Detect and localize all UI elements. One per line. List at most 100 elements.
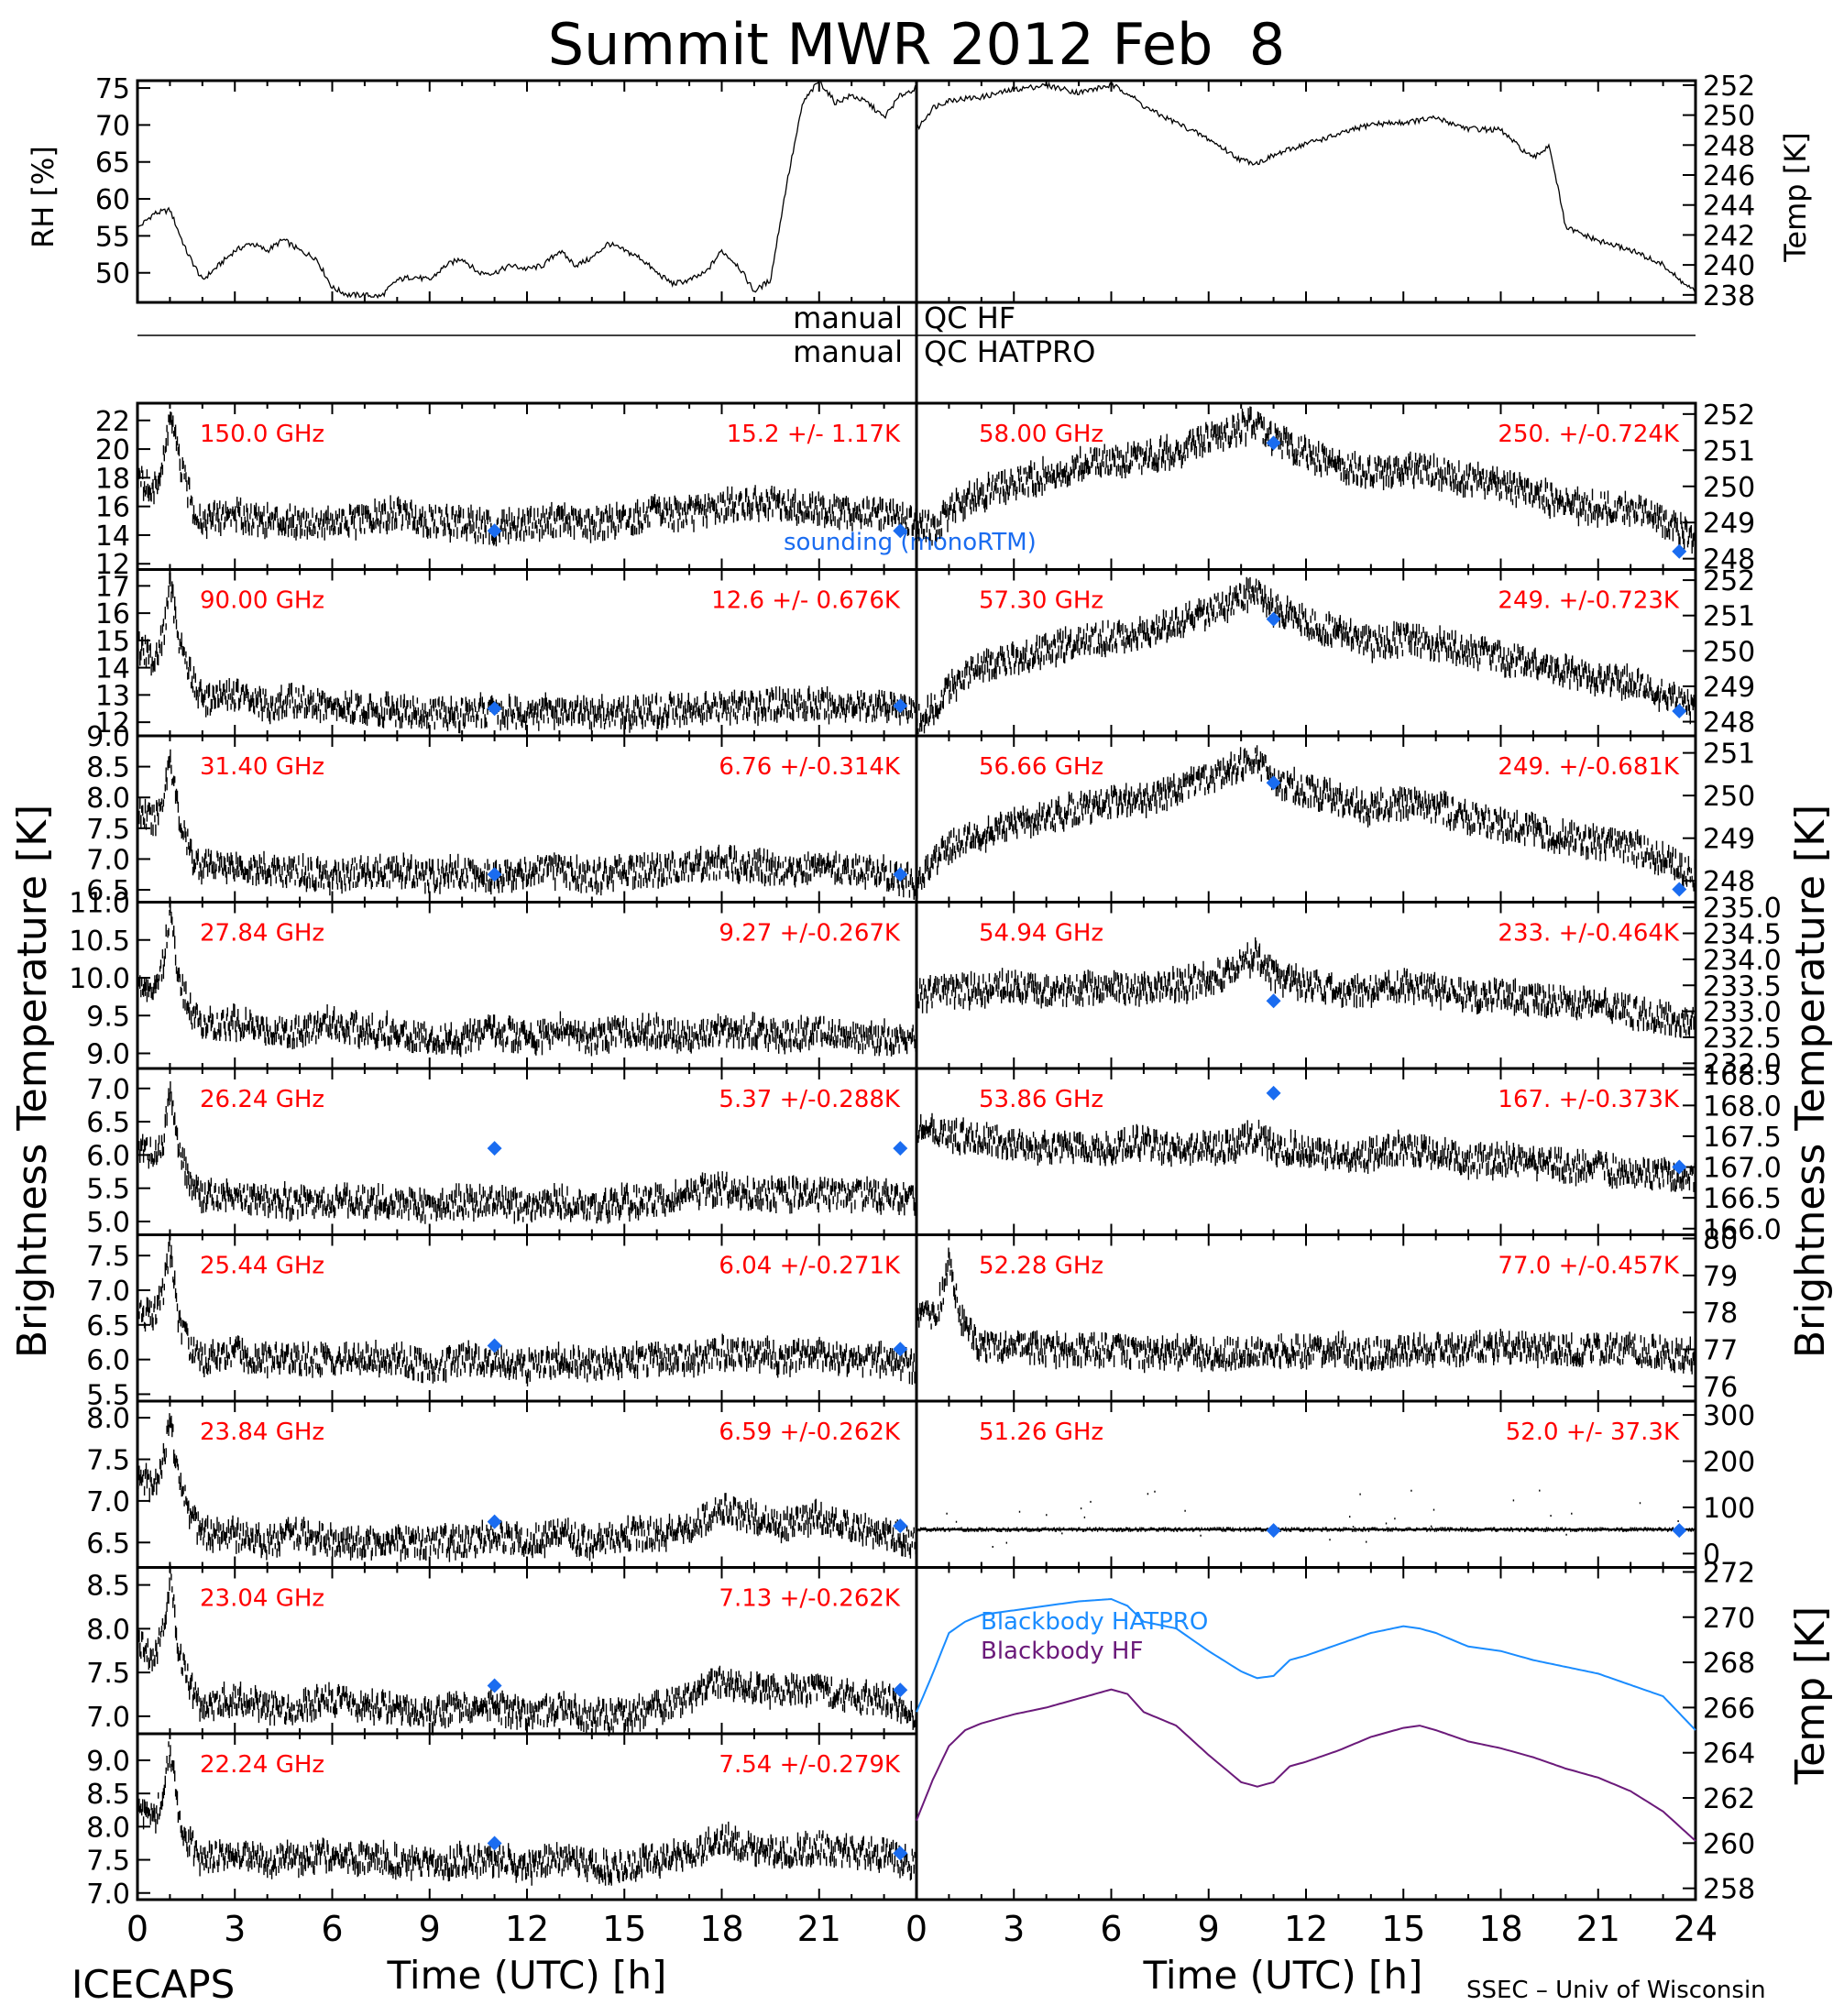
sounding-marker bbox=[893, 1846, 908, 1861]
rh-axis-label: RH [%] bbox=[26, 146, 60, 248]
right-y-axis-label: Brightness Temperature [K] bbox=[1787, 805, 1833, 1358]
channel-label: 90.00 GHz bbox=[200, 587, 324, 615]
sounding-marker bbox=[1266, 1085, 1281, 1101]
y-tick-label: 252 bbox=[1703, 400, 1755, 432]
y-tick-label: 300 bbox=[1703, 1400, 1755, 1432]
temp-top-axis-label: Temp [K] bbox=[1778, 132, 1813, 262]
x-tick-label-left: 3 bbox=[224, 1909, 246, 1949]
y-tick-label: 166.0 bbox=[1703, 1214, 1782, 1246]
y-tick-label: 16 bbox=[95, 492, 130, 524]
y-tick-label: 0 bbox=[1703, 1539, 1720, 1571]
y-tick-label: 232.0 bbox=[1703, 1048, 1782, 1080]
y-tick-label: 248 bbox=[1703, 866, 1755, 898]
y-tick-label: 7.0 bbox=[86, 1276, 130, 1308]
x-tick-label-left: 12 bbox=[505, 1909, 549, 1949]
data-trace bbox=[916, 937, 1696, 1038]
y-tick-label: 7.0 bbox=[86, 1702, 130, 1734]
y-tick-label: 7.5 bbox=[86, 1241, 130, 1273]
y-tick-label: 60 bbox=[95, 184, 130, 216]
y-tick-label: 70 bbox=[95, 110, 130, 142]
y-tick-label: 268 bbox=[1703, 1648, 1755, 1680]
stats-label: 6.76 +/-0.314K bbox=[719, 753, 901, 781]
y-tick-label: 9.0 bbox=[86, 1039, 130, 1071]
sounding-marker bbox=[1266, 775, 1281, 791]
sounding-marker bbox=[1672, 703, 1687, 718]
y-tick-label: 233.0 bbox=[1703, 997, 1782, 1029]
stats-label: 6.59 +/-0.262K bbox=[719, 1419, 901, 1446]
x-axis-label-left: Time (UTC) [h] bbox=[387, 1953, 667, 1998]
sounding-marker bbox=[487, 523, 502, 539]
stats-label: 77.0 +/-0.457K bbox=[1498, 1253, 1680, 1280]
sounding-marker bbox=[487, 1678, 502, 1693]
y-tick-label: 55 bbox=[95, 221, 130, 253]
y-tick-label: 168.5 bbox=[1703, 1060, 1782, 1092]
data-trace bbox=[916, 745, 1696, 899]
x-tick-label-left: 21 bbox=[797, 1909, 841, 1949]
channel-label: 22.24 GHz bbox=[200, 1751, 324, 1779]
channel-label: 23.84 GHz bbox=[200, 1419, 324, 1446]
y-tick-label: 250 bbox=[1703, 472, 1755, 504]
y-tick-label: 76 bbox=[1703, 1372, 1738, 1404]
x-tick-label-right: 0 bbox=[906, 1909, 927, 1949]
stats-label: 9.27 +/-0.267K bbox=[719, 920, 901, 948]
x-tick-label-right: 3 bbox=[1003, 1909, 1025, 1949]
y-tick-label: 249 bbox=[1703, 672, 1755, 704]
stats-label: 7.13 +/-0.262K bbox=[719, 1585, 901, 1613]
y-tick-label: 75 bbox=[95, 73, 130, 105]
y-tick-label: 233.5 bbox=[1703, 970, 1782, 1003]
data-trace bbox=[137, 1413, 917, 1562]
sounding-marker bbox=[1672, 543, 1687, 559]
y-tick-label: 22 bbox=[95, 406, 130, 438]
channel-label: 52.28 GHz bbox=[979, 1253, 1103, 1280]
y-tick-label: 80 bbox=[1703, 1224, 1738, 1256]
x-tick-label-right: 21 bbox=[1576, 1909, 1620, 1949]
y-tick-label: 6.0 bbox=[86, 1140, 130, 1172]
y-tick-label: 65 bbox=[95, 148, 130, 180]
data-trace bbox=[137, 1234, 917, 1386]
qc-label-manual-1: manual bbox=[793, 301, 903, 335]
channel-label: 53.86 GHz bbox=[979, 1086, 1103, 1113]
data-trace bbox=[137, 411, 917, 547]
channel-label: 54.94 GHz bbox=[979, 920, 1103, 948]
sounding-marker bbox=[1266, 1523, 1281, 1539]
x-axis-label-right: Time (UTC) [h] bbox=[1143, 1953, 1423, 1998]
y-tick-label: 9.0 bbox=[86, 1746, 130, 1778]
y-tick-label: 246 bbox=[1703, 160, 1755, 192]
data-trace bbox=[916, 406, 1696, 554]
x-tick-label-right: 15 bbox=[1381, 1909, 1425, 1949]
channel-label: 25.44 GHz bbox=[200, 1253, 324, 1280]
stats-label: 5.37 +/-0.288K bbox=[719, 1086, 901, 1113]
y-tick-label: 166.5 bbox=[1703, 1183, 1782, 1215]
data-trace bbox=[137, 1081, 917, 1224]
sounding-marker bbox=[487, 1338, 502, 1353]
panel-17: 0 100 200 300 51.26 GHz 52.0 +/- 37.3K bbox=[915, 1399, 1755, 1571]
y-tick-label: 167.5 bbox=[1703, 1122, 1782, 1154]
y-tick-label: 250 bbox=[1703, 101, 1755, 133]
sounding-marker bbox=[1266, 611, 1281, 627]
y-tick-label: 266 bbox=[1703, 1693, 1755, 1725]
stats-label: 12.6 +/- 0.676K bbox=[711, 587, 901, 615]
y-tick-label: 252 bbox=[1703, 71, 1755, 103]
x-tick-label-left: 9 bbox=[419, 1909, 441, 1949]
data-trace bbox=[137, 1564, 917, 1737]
data-trace bbox=[137, 572, 917, 734]
y-tick-label: 7.5 bbox=[86, 814, 130, 846]
sounding-marker bbox=[893, 698, 908, 714]
stats-label: 15.2 +/- 1.17K bbox=[727, 421, 901, 448]
y-tick-label: 7.0 bbox=[86, 1074, 130, 1106]
y-tick-label: 12 bbox=[95, 707, 130, 740]
y-tick-label: 240 bbox=[1703, 250, 1755, 282]
y-tick-label: 8.0 bbox=[86, 783, 130, 815]
y-tick-label: 18 bbox=[95, 463, 130, 495]
y-tick-label: 10.5 bbox=[69, 926, 130, 958]
y-tick-label: 7.0 bbox=[86, 844, 130, 876]
sounding-marker bbox=[893, 1141, 908, 1156]
panel-16: 76 77 78 79 80 52.28 GHz 77.0 +/-0.457K bbox=[915, 1224, 1738, 1404]
y-tick-label: 7.0 bbox=[86, 1486, 130, 1518]
x-tick-label-right: 12 bbox=[1284, 1909, 1328, 1949]
channel-label: 31.40 GHz bbox=[200, 753, 324, 781]
y-tick-label: 200 bbox=[1703, 1447, 1755, 1479]
y-tick-label: 8.0 bbox=[86, 1403, 130, 1435]
